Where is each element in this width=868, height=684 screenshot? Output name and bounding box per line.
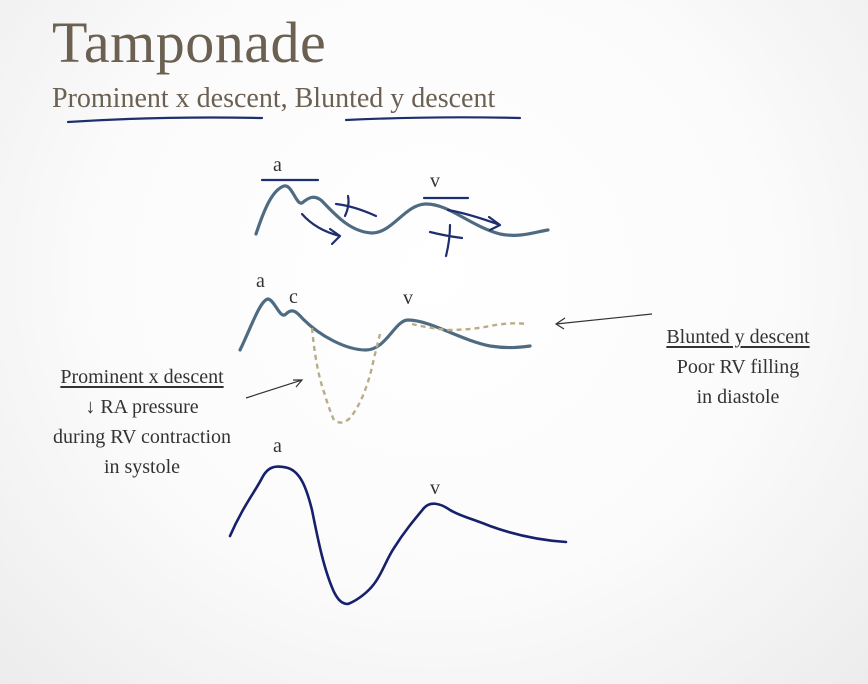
- note-line: in diastole: [696, 386, 780, 408]
- label-c-2: c: [289, 286, 298, 308]
- slide-subtitle: Prominent x descent, Blunted y descent: [52, 83, 496, 114]
- x-descent-arrow: [300, 212, 342, 246]
- x-mark-2: [428, 223, 464, 258]
- slide-title: Tamponade: [52, 10, 327, 75]
- jvp-waveform-2: [238, 297, 532, 352]
- note-line: during RV contraction: [53, 426, 231, 448]
- label-a-1: a: [273, 154, 282, 176]
- jvp-waveform-1: [254, 184, 550, 237]
- blunted-y-descent-note: Blunted y descent Poor RV filling in dia…: [638, 322, 838, 412]
- label-a-3: a: [273, 435, 282, 457]
- note-heading-right: Blunted y descent: [666, 326, 810, 348]
- note-line: ↓ RA pressure: [85, 396, 199, 418]
- note-heading-left: Prominent x descent: [60, 366, 224, 388]
- label-v-3: v: [430, 477, 440, 499]
- prominent-x-descent-note: Prominent x descent ↓ RA pressure during…: [22, 362, 262, 482]
- label-v-1: v: [430, 170, 440, 192]
- label-v-2: v: [403, 287, 413, 309]
- pointer-arrow-right: [554, 313, 653, 330]
- subtitle-underline-right: [344, 116, 522, 122]
- note-line: Poor RV filling: [676, 356, 800, 378]
- y-descent-dashed: [411, 322, 529, 332]
- y-descent-arrow: [446, 208, 502, 232]
- jvp-waveform-3: [228, 465, 568, 606]
- subtitle-underline-left: [66, 116, 264, 124]
- pointer-arrow-left: [245, 379, 304, 399]
- label-a-2: a: [256, 270, 265, 292]
- note-line: in systole: [103, 456, 181, 478]
- x-descent-dashed: [310, 327, 382, 424]
- x-mark-1: [334, 194, 378, 218]
